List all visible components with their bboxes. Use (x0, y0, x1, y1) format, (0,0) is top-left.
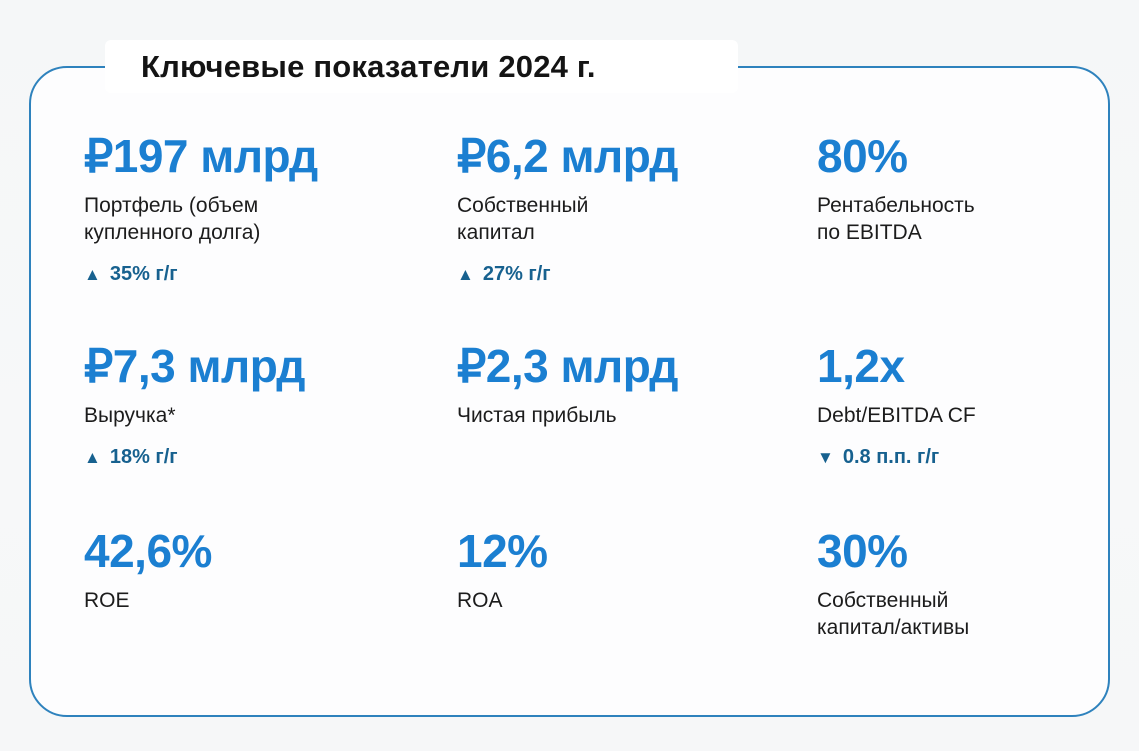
metric-value: 1,2x (817, 340, 905, 392)
metric-label: Собственный капитал/активы (817, 589, 970, 639)
metric-ebitda-margin: 80% Рентабельность по EBITDA (817, 130, 1139, 246)
key-indicators-card: ₽197 млрд Портфель (объем купленного дол… (29, 66, 1110, 717)
metric-delta: ▲ 18% г/г (84, 446, 444, 469)
metric-label: Рентабельность по EBITDA (817, 194, 975, 244)
metric-delta-text: 0.8 п.п. г/г (842, 446, 940, 468)
metric-roe: 42,6% ROE (84, 525, 444, 614)
metric-delta: ▲ 27% г/г (457, 263, 817, 286)
metric-value: 80% (817, 130, 908, 182)
metric-value: ₽6,2 млрд (457, 130, 678, 182)
metric-delta-text: 18% г/г (109, 446, 178, 468)
page-title: Ключевые показатели 2024 г. (141, 48, 596, 84)
metric-value: ₽2,3 млрд (457, 340, 678, 392)
metric-value: 42,6% (84, 525, 212, 577)
metric-label: ROA (457, 589, 503, 612)
metric-net-profit: ₽2,3 млрд Чистая прибыль (457, 340, 817, 429)
metric-revenue: ₽7,3 млрд Выручка* ▲ 18% г/г (84, 340, 444, 469)
metric-roa: 12% ROA (457, 525, 817, 614)
metric-debt-ebitda: 1,2x Debt/EBITDA CF ▼ 0.8 п.п. г/г (817, 340, 1139, 469)
metric-value: ₽197 млрд (84, 130, 318, 182)
metric-value: 30% (817, 525, 908, 577)
up-triangle-icon: ▲ (84, 448, 101, 467)
metric-delta: ▼ 0.8 п.п. г/г (817, 446, 1139, 469)
metric-equity: ₽6,2 млрд Собственный капитал ▲ 27% г/г (457, 130, 817, 286)
up-triangle-icon: ▲ (84, 265, 101, 284)
metric-label: Собственный капитал (457, 194, 589, 244)
metric-label: Выручка* (84, 404, 176, 427)
metric-value: 12% (457, 525, 548, 577)
metric-label: Debt/EBITDA CF (817, 404, 976, 427)
metric-delta: ▲ 35% г/г (84, 263, 444, 286)
metric-label: Портфель (объем купленного долга) (84, 194, 261, 244)
up-triangle-icon: ▲ (457, 265, 474, 284)
metric-equity-assets: 30% Собственный капитал/активы (817, 525, 1139, 641)
down-triangle-icon: ▼ (817, 448, 834, 467)
metric-delta-text: 35% г/г (109, 263, 178, 285)
metric-delta-text: 27% г/г (482, 263, 551, 285)
metric-label: Чистая прибыль (457, 404, 617, 427)
slide-title-bar: Ключевые показатели 2024 г. (105, 40, 738, 93)
metric-label: ROE (84, 589, 130, 612)
metric-value: ₽7,3 млрд (84, 340, 305, 392)
metric-portfolio: ₽197 млрд Портфель (объем купленного дол… (84, 130, 444, 286)
